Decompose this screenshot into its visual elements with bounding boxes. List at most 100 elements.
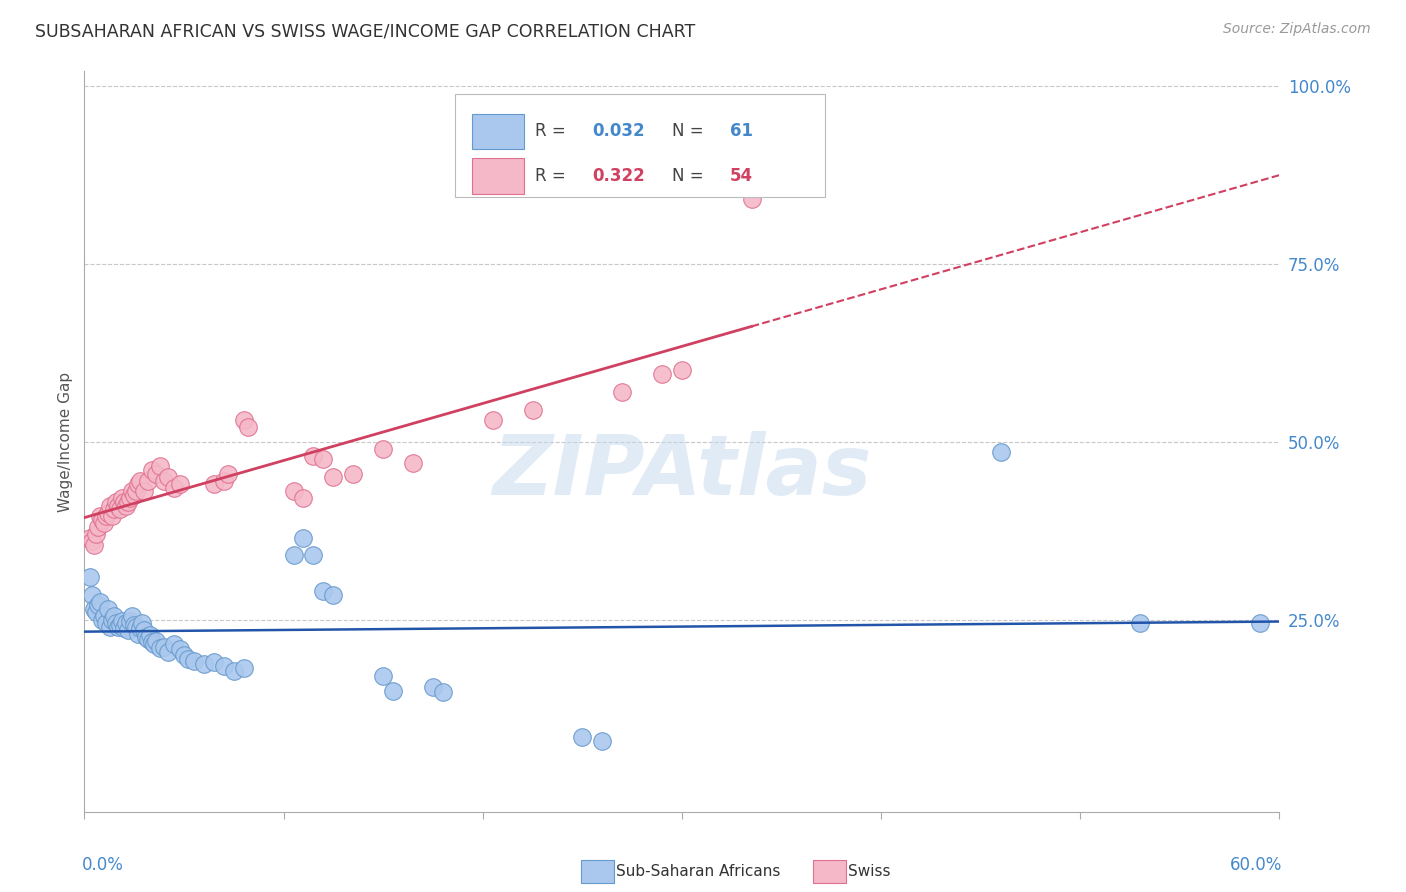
Point (139, 628, 162, 642)
Point (149, 459, 172, 474)
Point (110, 618, 132, 632)
Point (105, 616, 128, 631)
FancyBboxPatch shape (471, 113, 524, 149)
Point (125, 620, 148, 634)
Point (86, 527, 108, 541)
Point (149, 640, 172, 655)
Point (111, 491, 134, 506)
Point (127, 477, 149, 491)
Point (177, 651, 200, 665)
Point (342, 467, 364, 481)
Point (87, 520, 110, 534)
Point (173, 648, 195, 662)
Point (110, 502, 132, 516)
Point (83, 602, 105, 616)
Point (163, 481, 186, 495)
Point (98, 499, 121, 513)
Point (121, 484, 143, 499)
Point (671, 363, 693, 377)
Point (232, 413, 254, 427)
Point (93, 516, 115, 531)
Point (97, 602, 120, 616)
Point (117, 495, 139, 509)
Y-axis label: Wage/Income Gap: Wage/Income Gap (58, 371, 73, 512)
Point (103, 502, 125, 516)
Point (97, 506, 120, 520)
Point (481, 413, 503, 427)
Point (111, 614, 134, 628)
Point (382, 683, 405, 698)
Point (1129, 616, 1152, 631)
Point (322, 588, 344, 602)
Text: Swiss: Swiss (848, 864, 890, 879)
Point (302, 549, 325, 563)
Point (183, 654, 205, 668)
Point (131, 616, 153, 631)
Point (217, 467, 239, 481)
Point (236, 420, 259, 434)
Point (145, 467, 167, 481)
Point (202, 477, 225, 491)
Text: R =: R = (534, 122, 571, 140)
Point (136, 632, 159, 647)
Text: 0.322: 0.322 (592, 167, 645, 185)
Point (86, 606, 108, 620)
Point (83, 538, 105, 552)
Point (143, 637, 166, 651)
Text: N =: N = (672, 122, 709, 140)
Point (141, 463, 163, 477)
Point (422, 680, 444, 694)
Point (283, 484, 305, 499)
Point (89, 595, 111, 609)
Point (292, 491, 315, 506)
Point (312, 452, 335, 467)
Point (127, 626, 149, 640)
Point (591, 733, 613, 747)
Point (91, 613, 114, 627)
Point (522, 402, 544, 417)
Point (153, 474, 176, 488)
Text: Sub-Saharan Africans: Sub-Saharan Africans (616, 864, 780, 879)
Point (283, 549, 305, 563)
Point (93, 609, 115, 624)
Point (103, 609, 125, 624)
Point (135, 630, 157, 644)
Point (741, 193, 763, 207)
Point (121, 609, 143, 624)
Point (373, 442, 395, 456)
Point (107, 499, 129, 513)
Point (125, 484, 148, 499)
Point (101, 509, 124, 524)
Point (157, 470, 180, 484)
FancyBboxPatch shape (471, 158, 524, 194)
Point (292, 531, 315, 545)
Point (571, 730, 593, 744)
Text: R =: R = (534, 167, 571, 185)
Point (79, 531, 101, 545)
Text: SUBSAHARAN AFRICAN VS SWISS WAGE/INCOME GAP CORRELATION CHART: SUBSAHARAN AFRICAN VS SWISS WAGE/INCOME … (35, 22, 696, 40)
Point (115, 499, 138, 513)
Point (612, 384, 634, 399)
Point (212, 474, 235, 488)
Text: 0.032: 0.032 (592, 122, 645, 140)
Point (157, 644, 180, 658)
Point (112, 495, 135, 509)
Point (105, 495, 128, 509)
Point (96, 509, 118, 524)
Point (232, 661, 254, 675)
Point (163, 637, 186, 651)
Point (202, 655, 225, 669)
Point (107, 620, 129, 634)
Point (153, 640, 176, 654)
Text: 0.0%: 0.0% (82, 856, 124, 874)
Point (169, 642, 191, 657)
Point (91, 513, 114, 527)
Point (122, 618, 145, 632)
FancyBboxPatch shape (456, 94, 825, 197)
Point (141, 635, 163, 649)
Point (212, 658, 235, 673)
Text: ZIPAtlas: ZIPAtlas (492, 431, 872, 512)
Point (87, 599, 110, 613)
Point (129, 621, 152, 635)
Text: 54: 54 (730, 167, 752, 185)
